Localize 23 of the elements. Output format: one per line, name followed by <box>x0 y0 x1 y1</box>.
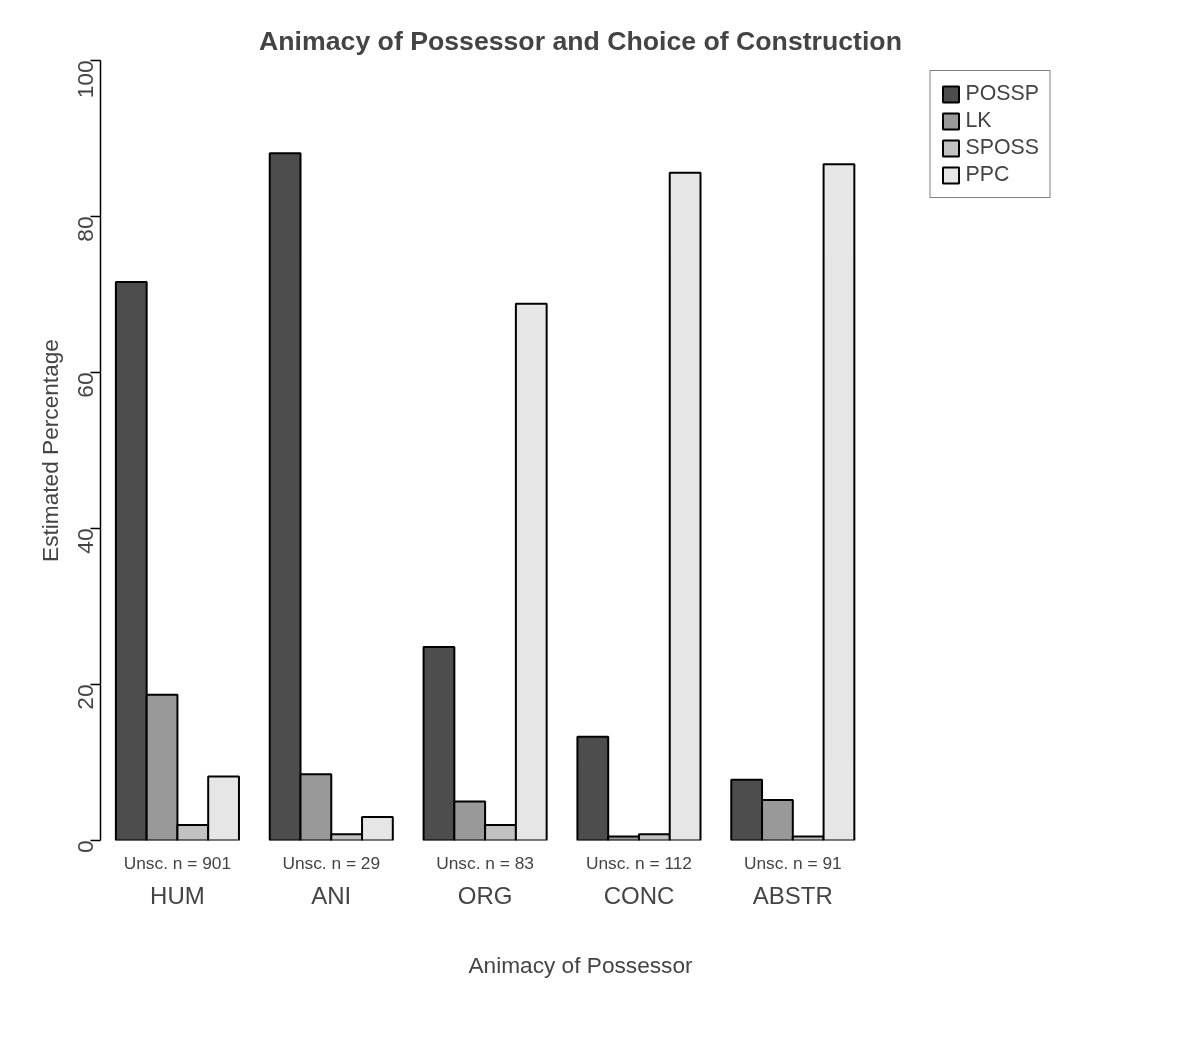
y-axis-title: Estimated Percentage <box>36 339 63 562</box>
text: Unsc. n = 91 <box>743 852 842 873</box>
x-tick-label: ABSTR <box>752 881 833 909</box>
x-tick-label: CONC <box>603 881 675 909</box>
text: Unsc. n = 29 <box>282 852 381 873</box>
y-tick-label: 100 <box>72 60 98 99</box>
y-tick-label: 40 <box>72 528 98 554</box>
x-tick-label: ORG <box>457 881 513 909</box>
text: Unsc. n = 901 <box>123 852 232 873</box>
text: Unsc. n = 112 <box>585 852 693 873</box>
legend-label: PPC <box>965 162 1010 187</box>
x-axis-title: Animacy of Possessor <box>468 951 694 978</box>
y-tick-label: 80 <box>72 216 98 242</box>
x-tick-label: HUM <box>150 881 205 909</box>
legend-label: SPOSS <box>965 135 1039 160</box>
legend-label: POSSP <box>965 81 1039 106</box>
y-tick-label: 0 <box>72 840 98 854</box>
legend-label: LK <box>965 108 992 133</box>
y-tick-label: 60 <box>72 372 98 398</box>
x-tick-label: ANI <box>311 881 352 909</box>
text: Unsc. n = 83 <box>436 852 535 873</box>
chart-title: Animacy of Possessor and Choice of Construction <box>259 25 902 56</box>
y-tick-label: 20 <box>72 684 98 710</box>
